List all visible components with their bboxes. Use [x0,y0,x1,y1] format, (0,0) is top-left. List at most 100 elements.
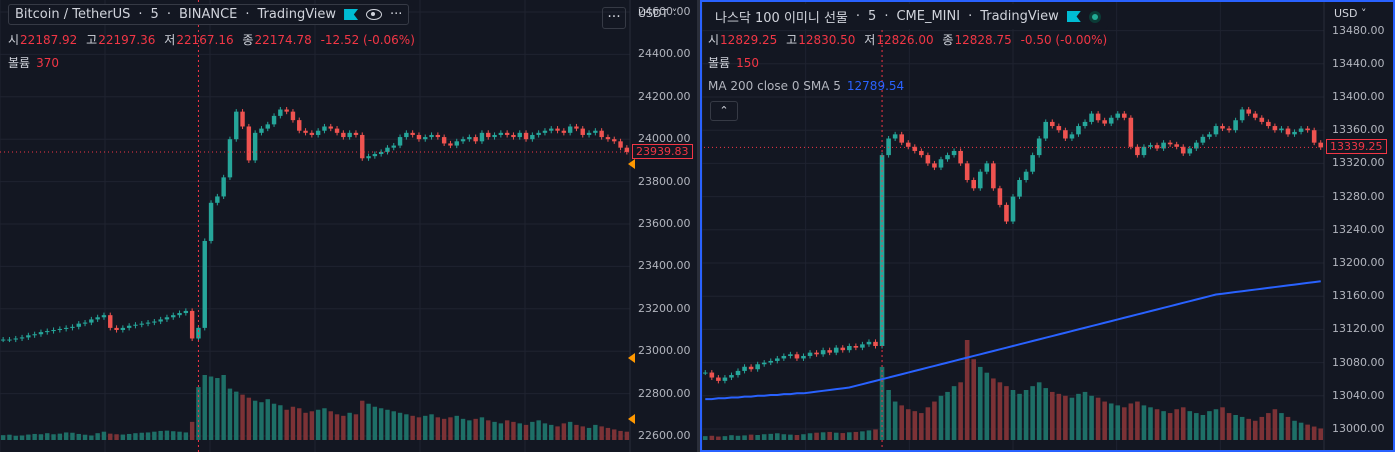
volume-bar [215,378,220,440]
volume-bar [32,433,37,440]
tick-label: 24200.00 [638,89,691,103]
volume-bar [801,434,806,440]
candle-body [847,346,852,351]
volume-bar [530,421,535,440]
volume-bar [820,432,826,440]
volume-bar [303,412,308,440]
candle-body [448,143,453,146]
candle-body [1187,148,1193,154]
volume-bar [1023,390,1029,440]
candle-body [202,240,207,328]
candle-body [605,137,611,140]
flag-icon[interactable] [1066,11,1081,22]
ma-label: MA 200 close 0 SMA 5 [708,79,841,93]
candle-body [1311,130,1317,143]
live-dot-icon [1088,10,1101,23]
volume-bar [964,340,970,440]
candle-body [1200,136,1206,143]
volume-bar [38,434,44,440]
volume-bar [252,400,258,440]
symbol-legend[interactable]: 나스닥 100 이미니 선물 · 5 · CME_MINI · TradingV… [708,4,1108,29]
volume-bar [536,420,541,440]
volume-bar [366,403,371,440]
candle-body [416,134,422,140]
candle-body [567,126,573,133]
eye-icon[interactable] [366,9,383,20]
chart-canvas-nasdaq[interactable] [700,0,1395,452]
symbol-name: 나스닥 100 이미니 선물 [715,11,848,26]
candle-body [1272,126,1278,131]
candle-body [542,130,548,133]
volume-bar [7,434,12,440]
candle-body [1207,134,1212,137]
more-icon[interactable]: ··· [390,7,403,22]
candle-body [722,377,728,381]
volume-bar [441,418,447,440]
candle-body [38,332,44,335]
candle-body [385,147,390,152]
ohlc-legend: 시12829.25 고12830.50 저12826.00 종12828.75 … [708,33,1108,47]
candle-body [152,321,157,323]
volume-bar [120,434,126,440]
tick-label: 13160.00 [1332,289,1385,303]
alert-marker[interactable] [628,353,635,363]
candle-body [290,111,296,121]
candle-body [208,202,214,241]
pane-divider[interactable] [697,0,700,452]
alert-marker[interactable] [628,414,635,424]
chart-pane-nasdaq[interactable]: 나스닥 100 이미니 선물 · 5 · CME_MINI · TradingV… [700,0,1395,452]
chart-pane-bitcoin[interactable]: Bitcoin / TetherUS · 5 · BINANCE · Tradi… [0,0,697,452]
volume-bar [1285,416,1291,440]
volume-bar [82,434,88,440]
candle-body [938,159,944,168]
candle-body [1213,126,1219,135]
volume-bar [958,382,963,440]
currency-selector[interactable]: USDT ˅ [638,7,678,20]
volume-bar [397,412,403,440]
chart-canvas-bitcoin[interactable] [0,0,697,452]
candle-body [504,132,510,135]
candle-body [536,132,541,135]
volume-bar [775,433,780,440]
volume-bar [183,432,189,440]
candle-body [919,150,924,156]
candle-body [498,132,504,135]
volume-bar [833,432,839,440]
candle-body [735,370,741,376]
tick-label: 13360.00 [1332,123,1385,137]
candle-body [1049,121,1055,127]
volume-bar [164,430,170,440]
tick-label: 13080.00 [1332,355,1385,369]
candle-body [1298,128,1304,132]
candle-body [781,355,787,359]
symbol-name: Bitcoin / TetherUS [15,7,131,22]
tick-label: 13240.00 [1332,222,1385,236]
candle-body [246,126,252,161]
candle-body [886,138,891,156]
candle-body [372,154,378,157]
volume-bar [905,409,911,440]
chart-menu-button[interactable]: ··· [602,7,626,29]
last-price-label: 13339.25 [1326,139,1387,155]
candle-body [164,317,170,320]
candle-body [486,132,491,138]
ohlc-legend: 시22187.92 고22197.36 저22167.16 종22174.78 … [8,33,415,47]
candle-body [1043,121,1049,139]
flag-icon[interactable] [344,9,359,20]
volume-bar [353,414,359,440]
candle-body [1305,128,1310,131]
symbol-legend[interactable]: Bitcoin / TetherUS · 5 · BINANCE · Tradi… [8,4,410,25]
candle-body [1102,120,1107,124]
currency-selector[interactable]: USD ˅ [1334,7,1367,20]
volume-bar [221,375,226,440]
ma-legend[interactable]: MA 200 close 0 SMA 5 12789.54 [708,79,904,93]
volume-bar [259,402,264,440]
candle-body [1161,142,1166,149]
candle-body [183,310,189,314]
candle-body [1167,142,1173,145]
alert-marker[interactable] [628,159,635,169]
volume-bar [208,376,214,440]
collapse-legend-button[interactable]: ⌃ [710,101,738,121]
candle-body [360,134,365,159]
candle-body [221,177,226,197]
